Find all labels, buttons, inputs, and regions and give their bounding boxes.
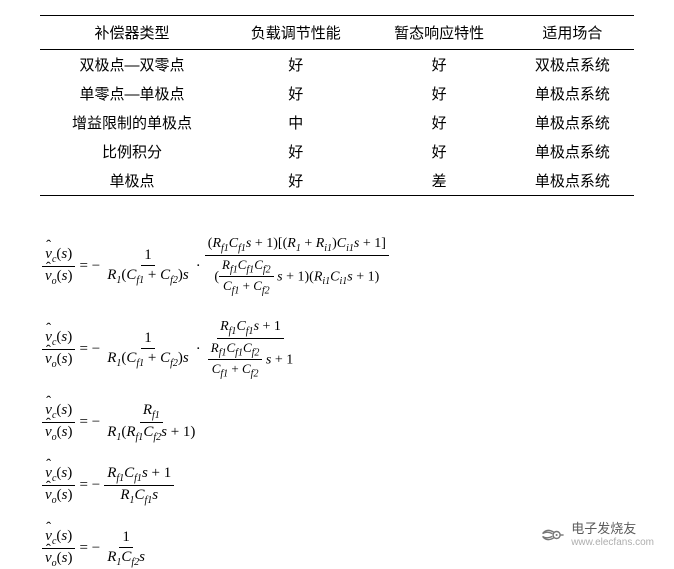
equals-sign: = − xyxy=(80,477,101,494)
dot: · xyxy=(196,258,201,275)
equation-2: vc(s) vo(s) = − 1 R1(Cf1 + Cf2)s · Rf1Cf… xyxy=(40,319,634,380)
fraction-2: (Rf1Cf1s + 1)[(R1 + Ri1)Ci1s + 1] ( Rf1C… xyxy=(205,236,389,297)
cell: 单极点系统 xyxy=(511,137,634,166)
equals-sign: = − xyxy=(80,414,101,431)
cell: 单极点系统 xyxy=(511,79,634,108)
equation-1: vc(s) vo(s) = − 1 R1(Cf1 + Cf2)s · (Rf1C… xyxy=(40,236,634,297)
equals-sign: = − xyxy=(80,258,101,275)
cell: 差 xyxy=(367,166,510,196)
cell: 好 xyxy=(224,79,367,108)
table-row: 比例积分 好 好 单极点系统 xyxy=(40,137,634,166)
cell: 好 xyxy=(367,108,510,137)
cell: 好 xyxy=(224,50,367,80)
equation-4: vc(s) vo(s) = − Rf1Cf1s + 1 R1Cf1s xyxy=(40,465,634,506)
cell: 单极点 xyxy=(40,166,224,196)
cell: 中 xyxy=(224,108,367,137)
col-header-application: 适用场合 xyxy=(511,16,634,50)
cell: 好 xyxy=(367,137,510,166)
cell: 好 xyxy=(367,79,510,108)
cell: 比例积分 xyxy=(40,137,224,166)
watermark: 电子发烧友 www.elecfans.com xyxy=(537,521,654,549)
cell: 单极点系统 xyxy=(511,166,634,196)
fraction: Rf1 R1(Rf1Cf2s + 1) xyxy=(104,402,198,443)
cell: 单零点—单极点 xyxy=(40,79,224,108)
cell: 增益限制的单极点 xyxy=(40,108,224,137)
fraction-1: 1 R1(Cf1 + Cf2)s xyxy=(104,330,192,369)
lhs-fraction: vc(s) vo(s) xyxy=(42,402,76,443)
cell: 好 xyxy=(224,137,367,166)
col-header-type: 补偿器类型 xyxy=(40,16,224,50)
elecfans-logo-icon xyxy=(537,521,565,549)
fraction-2: Rf1Cf1s + 1 Rf1Cf1Cf2 Cf1 + Cf2 s + 1 xyxy=(205,319,297,380)
cell: 单极点系统 xyxy=(511,108,634,137)
dot: · xyxy=(196,341,201,358)
equals-sign: = − xyxy=(80,341,101,358)
watermark-url: www.elecfans.com xyxy=(571,537,654,548)
table-header-row: 补偿器类型 负载调节性能 暂态响应特性 适用场合 xyxy=(40,16,634,50)
lhs-fraction: vc(s) vo(s) xyxy=(42,246,76,287)
col-header-load: 负载调节性能 xyxy=(224,16,367,50)
cell: 好 xyxy=(224,166,367,196)
equals-sign: = − xyxy=(80,540,101,557)
cell: 双极点—双零点 xyxy=(40,50,224,80)
fraction: 1 R1Cf2s xyxy=(104,529,148,568)
fraction-1: 1 R1(Cf1 + Cf2)s xyxy=(104,247,192,286)
lhs-fraction: vc(s) vo(s) xyxy=(42,465,76,506)
compensator-table: 补偿器类型 负载调节性能 暂态响应特性 适用场合 双极点—双零点 好 好 双极点… xyxy=(40,15,634,196)
cell: 双极点系统 xyxy=(511,50,634,80)
equation-3: vc(s) vo(s) = − Rf1 R1(Rf1Cf2s + 1) xyxy=(40,402,634,443)
watermark-cn: 电子发烧友 xyxy=(571,522,654,536)
table-row: 单零点—单极点 好 好 单极点系统 xyxy=(40,79,634,108)
col-header-transient: 暂态响应特性 xyxy=(367,16,510,50)
table-row: 单极点 好 差 单极点系统 xyxy=(40,166,634,196)
lhs-fraction: vc(s) vo(s) xyxy=(42,329,76,370)
equations-block: vc(s) vo(s) = − 1 R1(Cf1 + Cf2)s · (Rf1C… xyxy=(40,236,634,569)
table-row: 增益限制的单极点 中 好 单极点系统 xyxy=(40,108,634,137)
watermark-text: 电子发烧友 www.elecfans.com xyxy=(571,522,654,547)
fraction: Rf1Cf1s + 1 R1Cf1s xyxy=(104,465,174,506)
cell: 好 xyxy=(367,50,510,80)
lhs-fraction: vc(s) vo(s) xyxy=(42,528,76,569)
table-row: 双极点—双零点 好 好 双极点系统 xyxy=(40,50,634,80)
